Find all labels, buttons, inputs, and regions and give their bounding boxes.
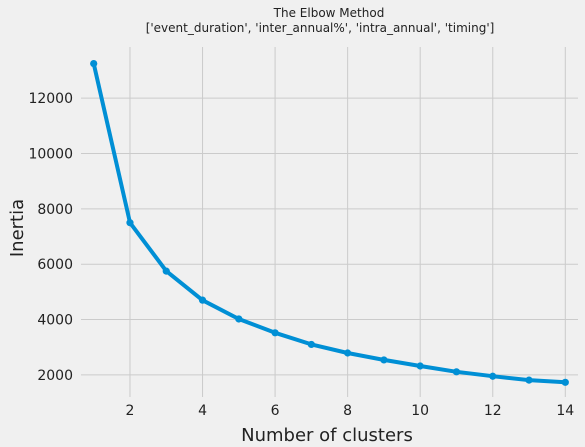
grid-layer — [81, 47, 578, 397]
data-point — [452, 368, 461, 376]
x-axis-label: Number of clusters — [241, 425, 413, 446]
x-tick-label: 12 — [484, 403, 502, 419]
x-tick-label: 2 — [126, 403, 135, 419]
tick-layer: 2 4 6 8 10 12 14 2000 4000 6000 8000 10000 12000 — [28, 91, 574, 419]
data-point — [162, 267, 170, 275]
y-tick-label: 4000 — [37, 313, 73, 329]
x-tick-label: 10 — [411, 403, 429, 419]
chart-title: The Elbow Method — [273, 6, 385, 20]
y-tick-label: 10000 — [28, 147, 73, 163]
y-tick-label: 6000 — [37, 257, 73, 273]
data-point — [416, 362, 424, 370]
data-point — [90, 60, 98, 68]
data-point — [525, 376, 533, 384]
data-point — [126, 219, 134, 227]
data-point — [380, 356, 388, 364]
series-line — [91, 61, 568, 385]
y-tick-label: 2000 — [37, 368, 73, 384]
data-point — [307, 340, 315, 349]
y-axis-label: Inertia — [7, 199, 28, 257]
x-tick-label: 8 — [343, 403, 352, 419]
data-point — [271, 329, 279, 337]
x-tick-label: 14 — [556, 403, 574, 419]
x-tick-label: 6 — [271, 403, 280, 419]
data-point — [344, 349, 352, 357]
data-point — [489, 372, 497, 380]
data-point — [561, 378, 569, 386]
y-tick-label: 12000 — [28, 91, 73, 107]
x-tick-label: 4 — [198, 403, 207, 419]
data-point — [235, 315, 243, 323]
y-tick-label: 8000 — [37, 202, 73, 218]
chart-subtitle: ['event_duration', 'inter_annual%', 'int… — [146, 21, 495, 35]
series-layer — [90, 60, 569, 386]
data-point — [198, 296, 207, 304]
